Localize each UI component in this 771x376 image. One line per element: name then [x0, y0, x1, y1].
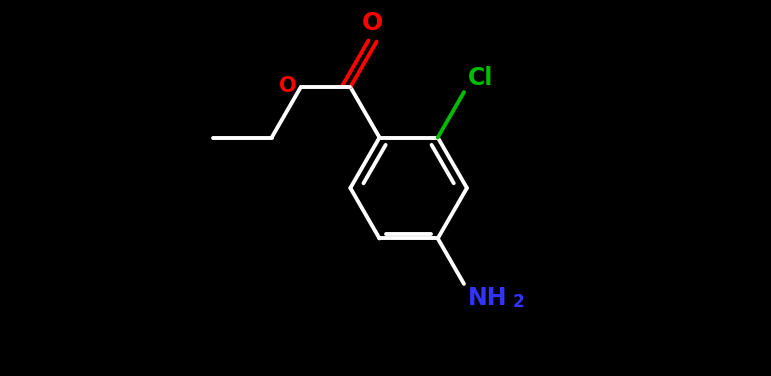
Text: O: O — [362, 11, 383, 35]
Text: O: O — [279, 76, 297, 96]
Text: NH: NH — [468, 286, 507, 310]
Text: Cl: Cl — [468, 66, 493, 90]
Text: 2: 2 — [513, 293, 524, 311]
